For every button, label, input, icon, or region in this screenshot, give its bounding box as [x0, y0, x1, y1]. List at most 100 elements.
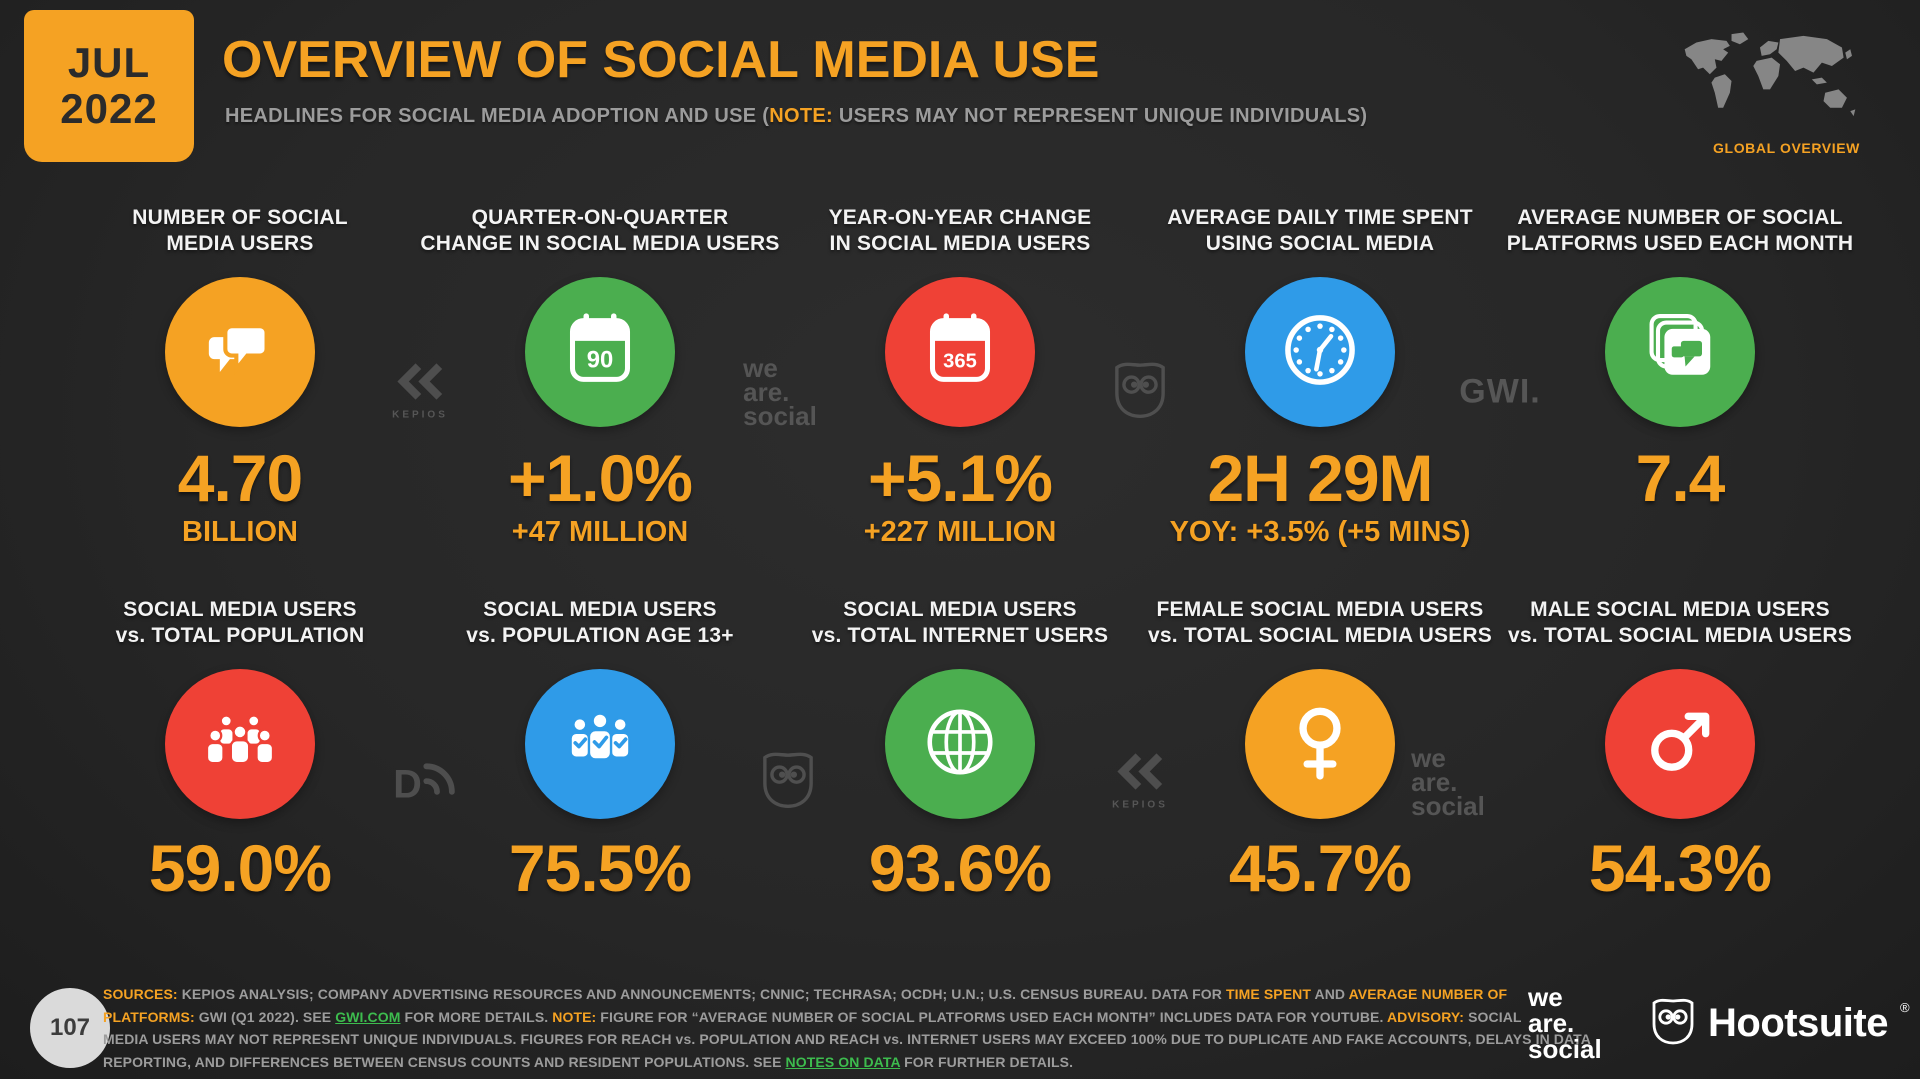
stat-card-label-line: SOCIAL MEDIA USERS — [843, 598, 1077, 621]
stat-card: AVERAGE NUMBER OF SOCIAL PLATFORMS USED E… — [1500, 205, 1860, 549]
stat-value: 2H 29M — [1207, 441, 1433, 515]
sources-text: SOURCES: KEPIOS ANALYSIS; COMPANY ADVERT… — [103, 983, 1591, 1074]
stat-card: NUMBER OF SOCIAL MEDIA USERS 4.70 BILLION — [60, 205, 420, 549]
kepios-logo: KEPIOS — [1111, 753, 1169, 811]
hootsuite-logo: Hootsuite ® — [1650, 996, 1910, 1051]
stat-card-label-line: vs. TOTAL SOCIAL MEDIA USERS — [1508, 624, 1852, 647]
text-segment: PLATFORMS: — [103, 1008, 195, 1025]
male-icon — [1636, 698, 1724, 791]
text-segment: HEADLINES FOR SOCIAL MEDIA ADOPTION AND … — [225, 105, 770, 127]
stat-value: +1.0% — [508, 441, 693, 515]
sources-line: SOURCES: KEPIOS ANALYSIS; COMPANY ADVERT… — [103, 983, 1523, 1006]
stat-card-label-line: AVERAGE DAILY TIME SPENT — [1167, 206, 1473, 229]
gwi-logo: GWI. — [1459, 372, 1541, 411]
stat-card-label: MALE SOCIAL MEDIA USERS vs. TOTAL SOCIAL … — [1508, 597, 1852, 649]
female-icon — [1276, 698, 1364, 791]
sources-line: PLATFORMS: GWI (Q1 2022). SEE GWI.COM FO… — [103, 1006, 1523, 1029]
hootsuite-owl-icon — [1650, 996, 1696, 1051]
stat-card-label-line: vs. POPULATION AGE 13+ — [466, 624, 734, 647]
globe-icon — [916, 698, 1004, 791]
text-segment: MEDIA USERS MAY NOT REPRESENT UNIQUE IND… — [103, 1031, 1591, 1047]
gwi-com-link[interactable]: GWI.COM — [335, 1008, 401, 1025]
stat-card: SOCIAL MEDIA USERS vs. TOTAL POPULATION 5… — [60, 597, 420, 903]
page-number-badge: 107 — [30, 988, 110, 1068]
region-label: GLOBAL OVERVIEW — [1713, 140, 1860, 156]
stat-value: +5.1% — [868, 441, 1053, 515]
clock-icon — [1276, 306, 1364, 399]
stat-card-label-line: CHANGE IN SOCIAL MEDIA USERS — [420, 232, 780, 255]
stat-card-label-line: SOCIAL MEDIA USERS — [123, 598, 357, 621]
stat-card-label: FEMALE SOCIAL MEDIA USERS vs. TOTAL SOCIA… — [1148, 597, 1492, 649]
text-segment: AVERAGE NUMBER OF — [1348, 986, 1508, 1002]
stat-card-label-line: SOCIAL MEDIA USERS — [483, 598, 717, 621]
stat-value: 4.70 — [177, 441, 303, 515]
stat-card-label-line: QUARTER-ON-QUARTER — [471, 206, 729, 229]
stat-card-label: SOCIAL MEDIA USERS vs. POPULATION AGE 13+ — [466, 597, 734, 649]
stat-card: AVERAGE DAILY TIME SPENT USING SOCIAL MED… — [1140, 205, 1500, 549]
stat-card-label: SOCIAL MEDIA USERS vs. TOTAL POPULATION — [116, 597, 365, 649]
world-map-icon — [1678, 24, 1862, 138]
people-group-icon — [196, 698, 284, 791]
stat-card-label-line: MALE SOCIAL MEDIA USERS — [1530, 598, 1830, 621]
text-segment: TIME SPENT — [1226, 986, 1312, 1002]
hootsuite-owl-logo — [760, 749, 816, 815]
date-month: JUL — [67, 39, 151, 86]
stat-card-label: AVERAGE DAILY TIME SPENT USING SOCIAL MED… — [1167, 205, 1472, 257]
stat-card-label-line: vs. TOTAL SOCIAL MEDIA USERS — [1148, 624, 1492, 647]
we-are-social-logo-line: social — [1528, 1034, 1602, 1064]
people-check-icon — [556, 698, 644, 791]
stat-card-label-line: AVERAGE NUMBER OF SOCIAL — [1517, 206, 1843, 229]
stat-value: 45.7% — [1228, 831, 1412, 905]
text-segment: NOTE: — [552, 1008, 597, 1025]
stat-icon-circle — [1605, 669, 1755, 819]
stat-value: 75.5% — [508, 831, 692, 905]
text-segment: NOTE: — [769, 105, 833, 127]
stat-icon-circle: 90 — [525, 277, 675, 427]
page-number: 107 — [49, 1014, 91, 1041]
stat-icon-circle — [1245, 277, 1395, 427]
hootsuite-owl-logo — [1112, 359, 1168, 425]
notes-on-data-link[interactable]: NOTES ON DATA — [785, 1053, 901, 1070]
stat-card-label: AVERAGE NUMBER OF SOCIAL PLATFORMS USED E… — [1507, 205, 1853, 257]
stat-icon-circle: 365 — [885, 277, 1035, 427]
stat-card-label-line: vs. TOTAL POPULATION — [115, 624, 365, 647]
text-segment: FOR MORE DETAILS. — [400, 1008, 553, 1025]
text-segment: GWI (Q1 2022). SEE — [194, 1008, 336, 1025]
text-segment: AND — [1311, 986, 1349, 1002]
stat-card-label: SOCIAL MEDIA USERS vs. TOTAL INTERNET USE… — [812, 597, 1109, 649]
stat-value: 93.6% — [868, 831, 1052, 905]
stat-card-label-line: NUMBER OF SOCIAL — [132, 206, 348, 229]
stat-card-label-line: PLATFORMS USED EACH MONTH — [1506, 232, 1854, 255]
stat-card-label: QUARTER-ON-QUARTER CHANGE IN SOCIAL MEDIA… — [420, 205, 779, 257]
stat-icon-circle — [525, 669, 675, 819]
sources-line: REPORTING, AND DIFFERENCES BETWEEN CENSU… — [103, 1051, 1523, 1074]
stat-icon-circle — [1605, 277, 1755, 427]
calendar-365-icon: 365 — [916, 306, 1004, 399]
svg-text:90: 90 — [587, 346, 614, 373]
hootsuite-wordmark: Hootsuite — [1708, 1001, 1888, 1045]
we-are-social-logo-line: are. — [1528, 1008, 1575, 1038]
page-title: OVERVIEW OF SOCIAL MEDIA USE — [222, 31, 1100, 89]
stat-subvalue: YOY: +3.5% (+5 MINS) — [1169, 516, 1471, 548]
we-are-social-logo: we are. social — [1528, 984, 1602, 1062]
stat-card: QUARTER-ON-QUARTER CHANGE IN SOCIAL MEDIA… — [420, 205, 780, 549]
date-year: 2022 — [60, 85, 158, 132]
stat-subvalue: +227 MILLION — [863, 516, 1057, 548]
stat-card-label-line: IN SOCIAL MEDIA USERS — [829, 232, 1091, 255]
text-segment: USERS MAY NOT REPRESENT UNIQUE INDIVIDUA… — [832, 105, 1368, 127]
stat-card-label: NUMBER OF SOCIAL MEDIA USERS — [132, 205, 348, 257]
text-segment: SOCIAL — [1464, 1008, 1522, 1025]
page-subtitle: HEADLINES FOR SOCIAL MEDIA ADOPTION AND … — [225, 105, 1367, 128]
stat-card: YEAR-ON-YEAR CHANGE IN SOCIAL MEDIA USERS… — [780, 205, 1140, 549]
text-segment: KEPIOS ANALYSIS; COMPANY ADVERTISING RES… — [177, 986, 1226, 1002]
stat-icon-circle — [885, 669, 1035, 819]
text-segment: ADVISORY: — [1386, 1008, 1465, 1025]
stat-value: 54.3% — [1588, 831, 1772, 905]
stats-row-2: SOCIAL MEDIA USERS vs. TOTAL POPULATION 5… — [0, 597, 1920, 903]
sources-line: MEDIA USERS MAY NOT REPRESENT UNIQUE IND… — [103, 1028, 1591, 1051]
stat-card-label-line: USING SOCIAL MEDIA — [1205, 232, 1435, 255]
stat-subvalue: BILLION — [182, 516, 298, 548]
stat-card-label-line: MEDIA USERS — [166, 232, 314, 255]
text-segment: FIGURE FOR “AVERAGE NUMBER OF SOCIAL PLA… — [596, 1008, 1387, 1025]
text-segment: SOURCES: — [103, 986, 178, 1002]
